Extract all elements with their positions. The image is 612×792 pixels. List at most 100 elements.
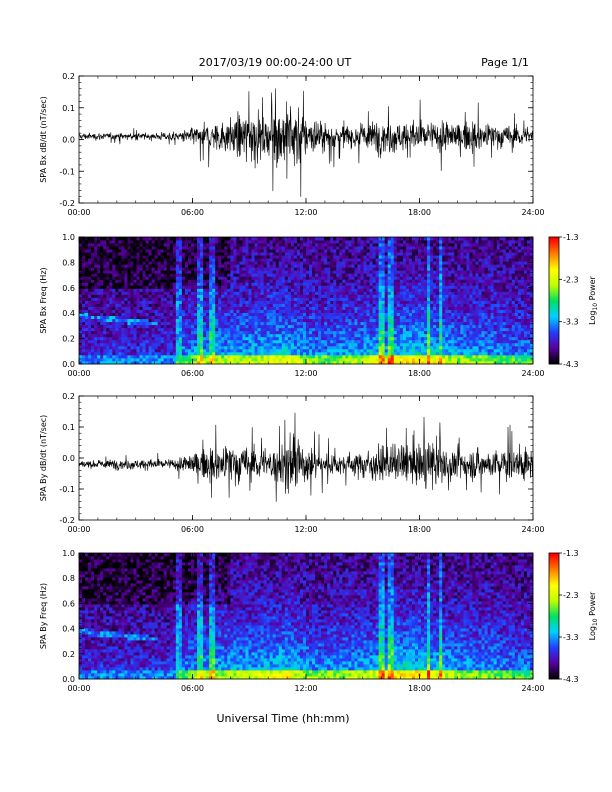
spectrogram-cell (414, 339, 419, 344)
spectrogram-cell (91, 339, 95, 344)
spectrogram-cell (345, 246, 349, 250)
spectrogram-cell (421, 345, 425, 350)
spectrogram-cell (357, 306, 361, 310)
spectrogram-cell (378, 357, 383, 362)
spectrogram-cell (393, 291, 398, 295)
spectrogram-cell (103, 267, 107, 271)
spectrogram-cell (148, 309, 153, 313)
spectrogram-cell (327, 303, 331, 307)
spectrogram-cell (342, 300, 346, 304)
spectrogram-cell (424, 258, 428, 262)
spectrogram-cell (239, 243, 243, 247)
spectrogram-cell (293, 312, 298, 317)
spectrogram-cell (127, 351, 131, 356)
spectrogram-cell (414, 243, 419, 247)
spectrogram-cell (312, 258, 316, 262)
spectrogram-cell (293, 303, 298, 307)
spectrogram-cell (184, 294, 189, 298)
spectrogram-cell (281, 333, 286, 338)
spectrogram-cell (145, 282, 150, 286)
x-tick-label: 24:00 (521, 208, 544, 217)
spectrogram-cell (79, 354, 83, 359)
spectrogram-cell (269, 333, 274, 338)
spectrogram-cell (124, 327, 128, 332)
spectrogram-cell (278, 330, 283, 335)
spectrogram-cell (327, 321, 331, 326)
spectrogram-cell (151, 348, 156, 353)
spectrogram-cell (130, 345, 134, 350)
spectrogram-cell (381, 360, 386, 365)
spectrogram-cell (330, 360, 334, 365)
spectrogram-cell (315, 327, 319, 332)
spectrogram-cell (272, 336, 277, 341)
spectrogram-cell (251, 357, 255, 362)
spectrogram-cell (393, 261, 398, 265)
spectrogram-cell (187, 252, 192, 256)
spectrogram-cell (339, 354, 343, 359)
spectrogram-cell (212, 297, 216, 301)
spectrogram-cell (254, 294, 258, 298)
spectrogram-cell (333, 330, 337, 335)
spectrogram-cell (88, 258, 92, 262)
spectrogram-cell (396, 258, 401, 262)
spectrogram-cell (411, 327, 416, 332)
spectrogram-cell (369, 312, 373, 317)
spectrogram-cell (212, 261, 216, 265)
spectrogram-cell (127, 285, 131, 289)
spectrogram-cell (224, 309, 228, 313)
spectrogram-cell (218, 267, 222, 271)
spectrogram-cell (266, 315, 271, 320)
spectrogram-cell (427, 330, 431, 335)
spectrogram-cell (224, 276, 228, 280)
spectrogram-cell (251, 342, 255, 347)
spectrogram-cell (287, 285, 292, 289)
spectrogram-cell (275, 261, 280, 265)
spectrogram-cell (112, 297, 116, 301)
spectrogram-cell (145, 360, 150, 365)
spectrogram-cell (387, 255, 392, 259)
spectrogram-cell (263, 309, 268, 313)
spectrogram-cell (302, 324, 307, 329)
spectrogram-cell (227, 354, 231, 359)
spectrogram-cell (405, 309, 410, 313)
spectrogram-cell (163, 324, 168, 329)
spectrogram-cell (157, 348, 162, 353)
spectrogram-cell (169, 279, 174, 283)
spectrogram-cell (88, 279, 92, 283)
spectrogram-cell (121, 267, 125, 271)
spectrogram-cell (424, 306, 428, 310)
spectrogram-cell (245, 288, 249, 292)
spectrogram-cell (251, 312, 255, 317)
spectrogram-cell (103, 237, 107, 241)
spectrogram-cell (345, 327, 349, 332)
spectrogram-cell (354, 360, 358, 365)
spectrogram-cell (118, 303, 122, 307)
spectrogram-cell (97, 300, 101, 304)
spectrogram-cell (133, 327, 137, 332)
spectrogram-cell (324, 303, 328, 307)
spectrogram-cell (187, 339, 192, 344)
spectrogram-cell (112, 342, 116, 347)
spectrogram-cell (139, 357, 143, 362)
spectrogram-cell (299, 288, 304, 292)
spectrogram-cell (118, 360, 122, 365)
spectrogram-cell (169, 318, 174, 323)
spectrogram-cell (97, 294, 101, 298)
spectrogram-cell (166, 348, 171, 353)
spectrogram-cell (175, 315, 180, 320)
spectrogram-cell (399, 342, 404, 347)
spectrogram-cell (212, 315, 216, 320)
spectrogram-cell (157, 324, 162, 329)
spectrogram-cell (321, 354, 325, 359)
spectrogram-cell (345, 249, 349, 253)
spectrogram-cell (154, 303, 159, 307)
spectrogram-cell (115, 312, 119, 317)
spectrogram-cell (130, 288, 134, 292)
spectrogram-cell (85, 276, 89, 280)
spectrogram-cell (91, 360, 95, 365)
spectrogram-cell (187, 267, 192, 271)
spectrogram-cell (387, 330, 392, 335)
spectrogram-cell (417, 306, 422, 310)
spectrogram-cell (251, 327, 255, 332)
spectrogram-cell (157, 339, 162, 344)
